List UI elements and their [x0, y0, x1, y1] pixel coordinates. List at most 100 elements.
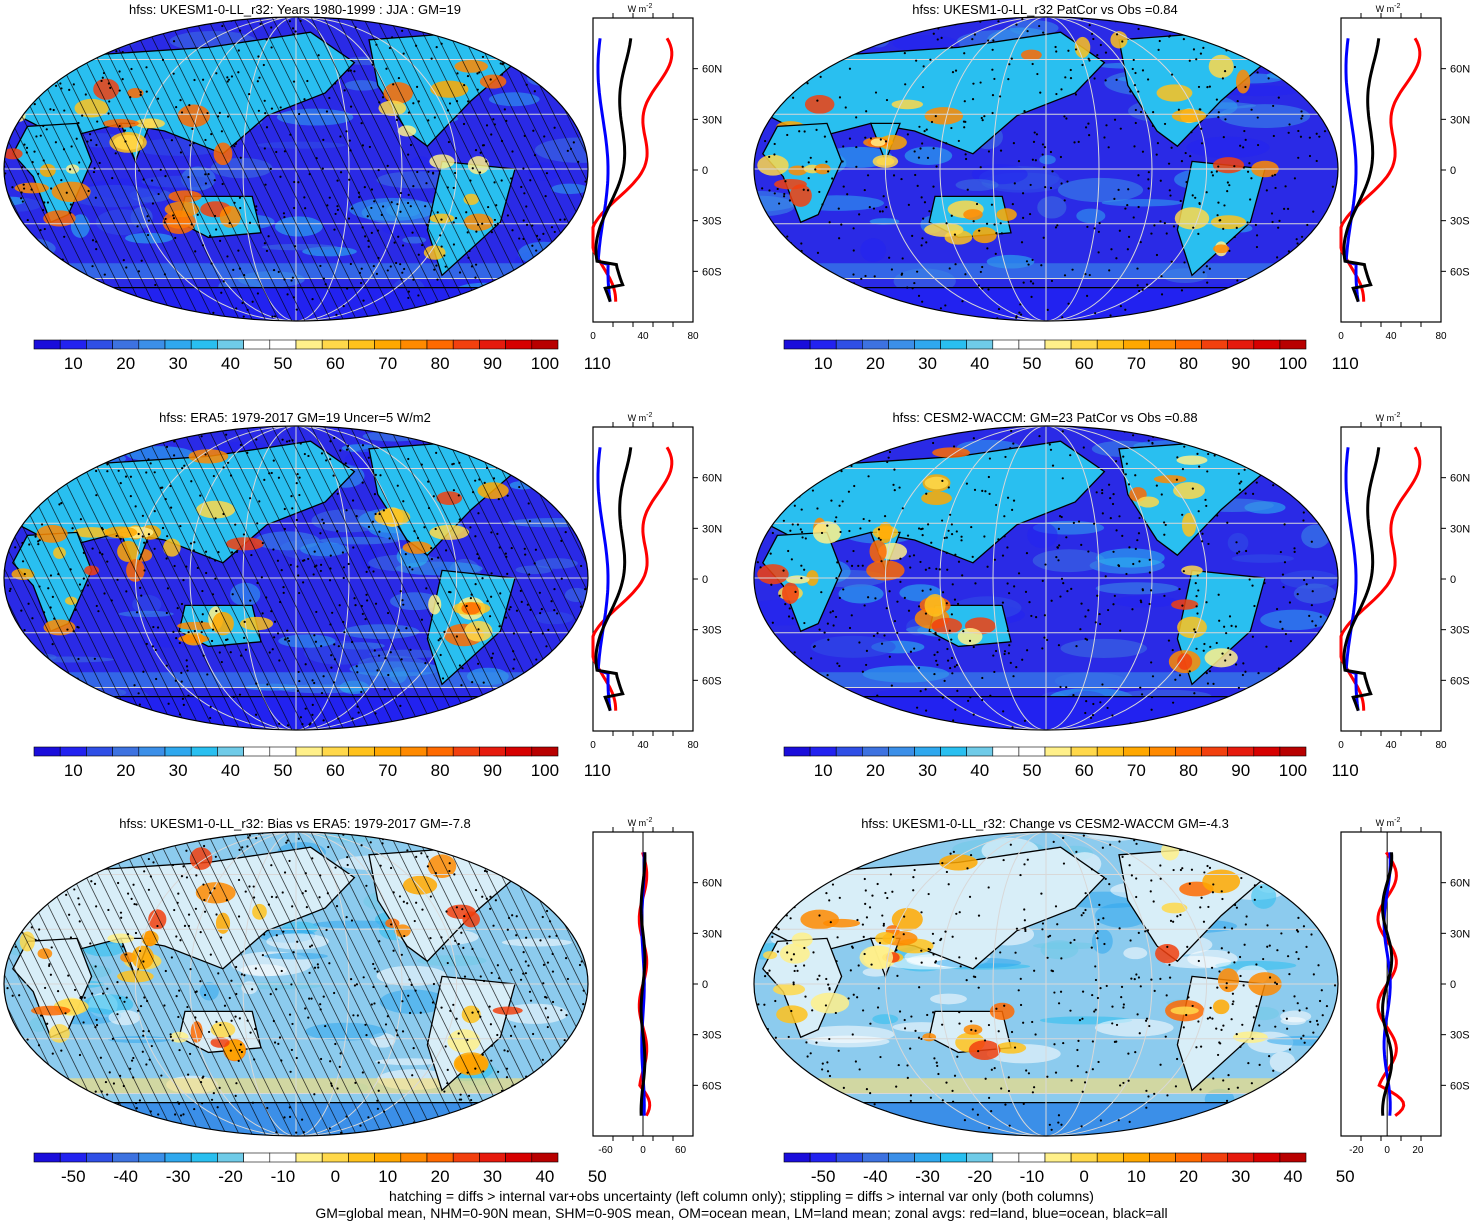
stipple-dot	[1119, 127, 1122, 130]
stipple-dot	[137, 532, 140, 536]
stipple-dot	[223, 1004, 227, 1007]
stipple-dot	[826, 1070, 830, 1073]
stipple-dot	[538, 591, 541, 594]
stipple-dot	[72, 856, 76, 860]
stipple-dot	[1228, 184, 1231, 187]
stipple-dot	[1015, 927, 1019, 930]
stipple-dot	[381, 96, 385, 99]
stipple-dot	[846, 193, 849, 196]
stipple-dot	[1001, 554, 1005, 557]
stipple-dot	[94, 1090, 97, 1093]
stipple-dot	[23, 482, 26, 485]
stipple-dot	[1160, 275, 1163, 278]
field-blob	[4, 885, 63, 900]
stipple-dot	[213, 887, 216, 890]
stipple-dot	[349, 69, 352, 72]
stipple-dot	[831, 883, 835, 886]
stipple-dot	[36, 719, 39, 722]
stipple-dot	[940, 519, 944, 522]
stipple-dot	[921, 237, 924, 240]
stipple-dot	[311, 297, 314, 301]
stipple-dot	[953, 665, 957, 668]
stipple-dot	[382, 509, 385, 512]
stipple-dot	[150, 179, 154, 182]
stipple-dot	[1215, 1027, 1218, 1030]
hatch-line	[219, 17, 371, 321]
field-blob	[436, 836, 488, 852]
stipple-dot	[1058, 515, 1062, 518]
stipple-dot	[136, 225, 139, 228]
stipple-dot	[1069, 941, 1072, 944]
stipple-dot	[68, 913, 71, 916]
stipple-dot	[435, 45, 438, 49]
field-blob	[573, 1123, 588, 1136]
stipple-dot	[212, 474, 215, 478]
stipple-dot	[1149, 890, 1152, 893]
stipple-dot	[965, 482, 969, 485]
stipple-dot	[1217, 116, 1220, 119]
stipple-dot	[1181, 468, 1185, 471]
stipple-dot	[979, 270, 982, 274]
stipple-dot	[401, 271, 404, 274]
stipple-dot	[1197, 959, 1200, 963]
stipple-dot	[31, 161, 34, 164]
stipple-dot	[1168, 35, 1171, 38]
stipple-dot	[917, 527, 921, 530]
stipple-dot	[95, 240, 98, 243]
stipple-dot	[121, 428, 124, 431]
stipple-dot	[390, 923, 393, 926]
hatch-line	[310, 17, 462, 321]
hatch-line	[89, 426, 241, 730]
stipple-dot	[199, 494, 202, 497]
stipple-dot	[368, 145, 371, 149]
stipple-dot	[848, 67, 852, 70]
land-hotspot	[1236, 69, 1251, 94]
stipple-dot	[528, 520, 532, 523]
stipple-dot	[138, 169, 141, 172]
stipple-dot	[156, 626, 160, 629]
stipple-dot	[1025, 1069, 1028, 1072]
stipple-dot	[1207, 452, 1210, 456]
stipple-dot	[1256, 452, 1259, 455]
stipple-dot	[347, 217, 351, 220]
land-hotspot	[461, 1005, 481, 1024]
stipple-dot	[868, 519, 871, 522]
stipple-dot	[1048, 934, 1052, 937]
stipple-dot	[120, 916, 123, 919]
stipple-dot	[1224, 659, 1227, 662]
stipple-dot	[544, 995, 547, 999]
stipple-dot	[182, 865, 185, 868]
stipple-dot	[1050, 969, 1053, 972]
stipple-dot	[863, 952, 866, 956]
stipple-dot	[19, 723, 22, 726]
stipple-dot	[1060, 957, 1063, 960]
stipple-dot	[291, 276, 294, 279]
stipple-dot	[1274, 1025, 1277, 1028]
stipple-dot	[769, 552, 772, 555]
stipple-dot	[832, 624, 835, 627]
colorbar-swatch	[400, 746, 428, 757]
stipple-dot	[920, 1037, 923, 1041]
stipple-dot	[301, 892, 304, 895]
stipple-dot	[297, 574, 300, 577]
stipple-dot	[43, 201, 46, 204]
stipple-dot	[1283, 523, 1286, 526]
colorbar-swatch	[966, 746, 994, 757]
stipple-dot	[1241, 1125, 1244, 1128]
stipple-dot	[763, 490, 766, 493]
stipple-dot	[103, 592, 106, 595]
stipple-dot	[1208, 670, 1212, 673]
stipple-dot	[913, 868, 916, 872]
stipple-dot	[77, 294, 80, 298]
stipple-dot	[1175, 478, 1178, 481]
stipple-dot	[92, 867, 95, 870]
hatch-line	[349, 426, 501, 730]
stipple-dot	[458, 518, 461, 521]
stipple-dot	[397, 629, 400, 632]
stipple-dot	[1098, 612, 1101, 616]
stipple-dot	[408, 565, 411, 569]
stipple-dot	[576, 439, 579, 442]
stipple-dot	[1021, 658, 1024, 661]
stipple-dot	[1228, 615, 1232, 618]
stipple-dot	[452, 243, 456, 246]
